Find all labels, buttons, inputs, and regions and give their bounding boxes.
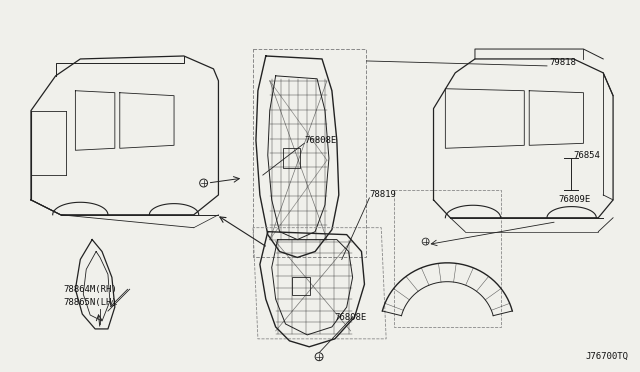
Text: 76808E: 76808E bbox=[335, 312, 367, 321]
Text: 79818: 79818 bbox=[549, 58, 576, 67]
Text: 76809E: 76809E bbox=[559, 195, 591, 204]
Text: 76854: 76854 bbox=[573, 151, 600, 160]
Text: 78864M(RH): 78864M(RH) bbox=[63, 285, 117, 294]
Bar bbox=[283, 148, 300, 168]
Bar bbox=[292, 277, 310, 295]
Text: 78819: 78819 bbox=[369, 190, 396, 199]
Text: 76808E: 76808E bbox=[304, 136, 337, 145]
Text: 78865N(LH): 78865N(LH) bbox=[63, 298, 117, 307]
Text: J76700TQ: J76700TQ bbox=[586, 352, 628, 361]
